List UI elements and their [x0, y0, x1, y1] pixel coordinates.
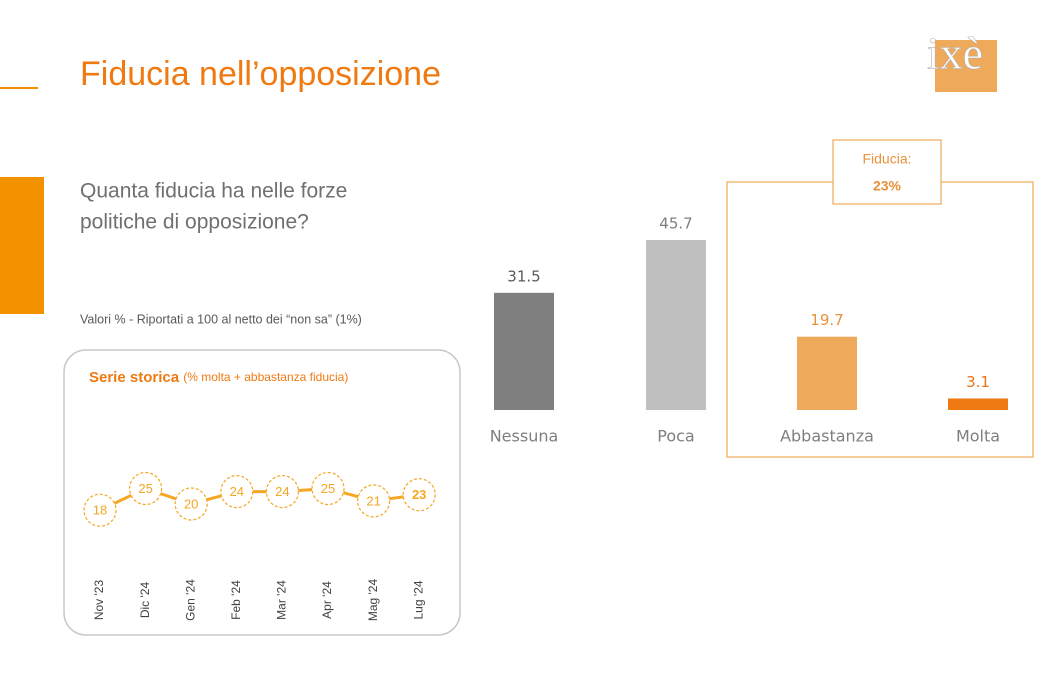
logo-box — [935, 40, 997, 92]
category-label: Molta — [956, 427, 1000, 446]
point-label: 25 — [321, 481, 335, 496]
x-tick-label: Nov '23 — [92, 580, 106, 621]
line-panel-title: Serie storica (% molta + abbastanza fidu… — [89, 369, 348, 386]
fiducia-frame — [726, 181, 1034, 458]
note: Valori % - Riportati a 100 al netto dei … — [80, 312, 362, 326]
point-label: 25 — [138, 481, 152, 496]
point-label: 21 — [366, 493, 380, 508]
value-label: 3.1 — [966, 373, 990, 391]
point — [265, 475, 299, 509]
question-line: politiche di opposizione? — [80, 211, 309, 234]
point — [220, 475, 254, 509]
side-block — [0, 177, 44, 314]
value-label: 19.7 — [810, 311, 843, 329]
point — [402, 478, 436, 512]
point — [311, 471, 345, 506]
x-tick-label: Mag '24 — [366, 579, 380, 622]
logo: ixè — [927, 28, 983, 79]
fiducia-value: 23% — [873, 178, 902, 194]
point-label: 23 — [412, 487, 426, 502]
x-tick-label: Apr '24 — [320, 581, 334, 619]
x-tick-label: Feb '24 — [229, 580, 243, 620]
category-label: Poca — [657, 427, 694, 446]
bar — [948, 398, 1008, 410]
point-label: 18 — [93, 503, 107, 518]
point-label: 24 — [275, 484, 289, 499]
point — [83, 493, 117, 527]
bar — [646, 239, 706, 410]
point-label: 24 — [230, 484, 244, 499]
category-label: Nessuna — [490, 427, 559, 446]
line-title: Serie storica — [89, 369, 180, 386]
line-subtitle: (% molta + abbastanza fiducia) — [183, 370, 348, 384]
value-label: 45.7 — [659, 214, 692, 232]
fiducia-label: Fiducia: — [862, 151, 911, 167]
fiducia-box — [832, 139, 942, 205]
bar — [797, 336, 857, 410]
x-tick-label: Dic '24 — [138, 582, 152, 619]
value-label: 31.5 — [507, 267, 540, 285]
bar — [494, 292, 554, 410]
point — [174, 487, 208, 521]
point-label: 20 — [184, 496, 198, 511]
x-tick-label: Mar '24 — [275, 580, 289, 620]
category-label: Abbastanza — [780, 427, 874, 446]
x-tick-label: Gen '24 — [183, 579, 197, 621]
point — [357, 484, 391, 518]
point — [129, 471, 163, 506]
question-line: Quanta fiducia ha nelle forze — [80, 180, 347, 203]
x-tick-label: Lug '24 — [411, 580, 425, 619]
slide-title: Fiducia nell’opposizione — [80, 55, 441, 93]
